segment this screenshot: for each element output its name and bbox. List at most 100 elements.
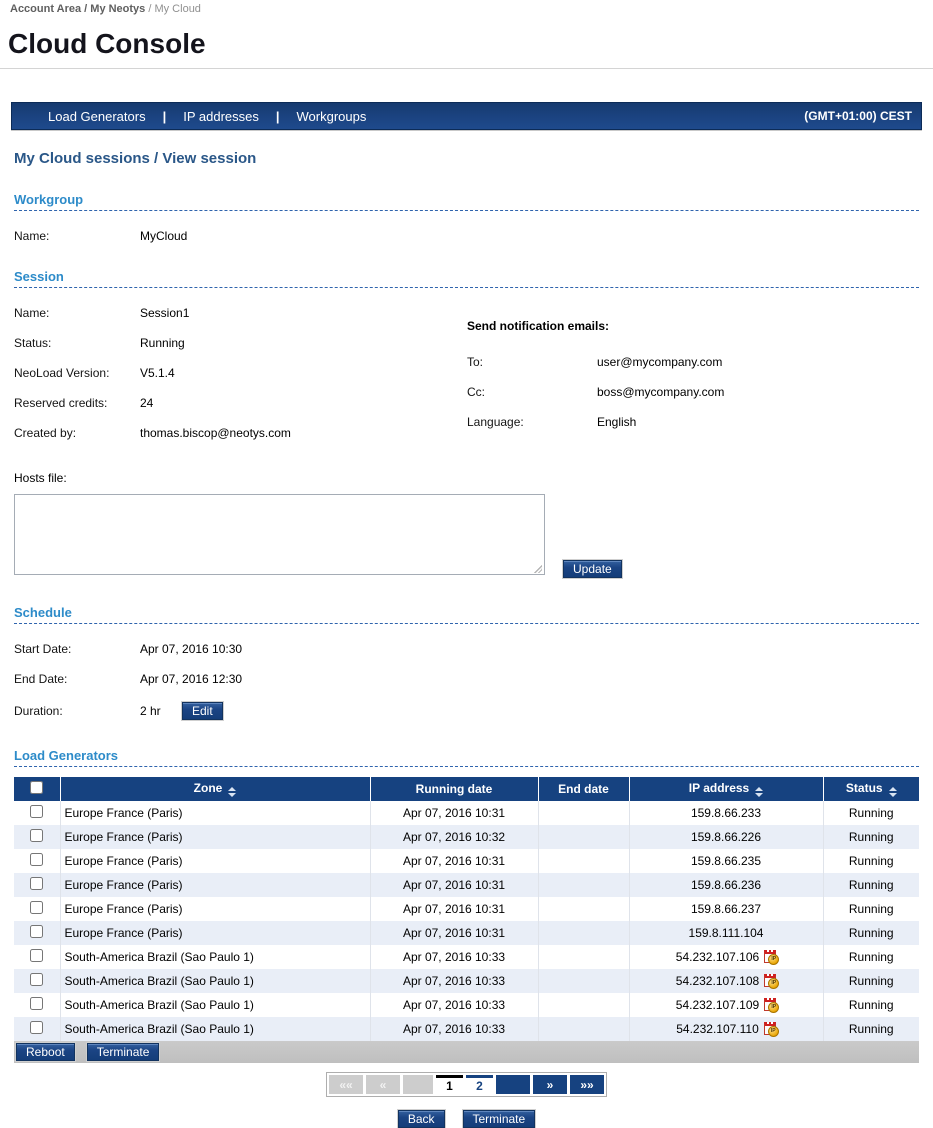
workgroup-name-row: Name: MyCloud: [14, 229, 919, 243]
hosts-file-textarea[interactable]: [14, 494, 545, 575]
column-header-running-date[interactable]: Running date: [369, 777, 538, 801]
row-checkbox[interactable]: [30, 949, 44, 962]
workgroup-heading: Workgroup: [14, 192, 919, 211]
cell-ip-address: 54.232.107.110: [628, 1017, 823, 1041]
column-header-ip-address[interactable]: IP address: [628, 777, 823, 801]
schedule-duration-row: Duration: 2 hr Edit: [14, 702, 919, 720]
cell-end-date: [537, 969, 629, 993]
duration-label: Duration:: [14, 704, 63, 718]
cell-status: Running: [822, 993, 919, 1017]
start-date-label: Start Date:: [14, 642, 72, 656]
cell-zone: Europe France (Paris): [59, 825, 370, 849]
row-checkbox-cell: [14, 945, 60, 969]
session-credits-label: Reserved credits:: [14, 396, 108, 410]
pagination-first[interactable]: ««: [329, 1075, 363, 1094]
pagination: «« « 1 2 » »»: [326, 1072, 607, 1097]
cell-running-date: Apr 07, 2016 10:31: [369, 873, 538, 897]
cell-status: Running: [822, 897, 919, 921]
select-all-header: [14, 777, 60, 801]
cell-ip-address: 159.8.66.236: [628, 873, 823, 897]
nav-item-load-generators[interactable]: Load Generators: [48, 108, 146, 124]
row-checkbox[interactable]: [30, 925, 44, 938]
cell-zone: Europe France (Paris): [59, 921, 370, 945]
nav-separator: |: [162, 108, 167, 124]
reserved-ip-icon: [764, 950, 780, 965]
column-header-zone[interactable]: Zone: [59, 777, 370, 801]
row-checkbox-cell: [14, 849, 60, 873]
breadcrumb-current: / My Cloud: [145, 3, 201, 15]
hosts-file-wrap: [14, 494, 545, 578]
table-row: South-America Brazil (Sao Paulo 1) Apr 07…: [14, 993, 919, 1017]
workgroup-name-value: MyCloud: [140, 229, 188, 243]
column-label: IP address: [688, 781, 750, 795]
view-session-title: My Cloud sessions / View session: [14, 150, 257, 167]
cell-status: Running: [822, 945, 919, 969]
column-header-end-date[interactable]: End date: [537, 777, 629, 801]
cell-running-date: Apr 07, 2016 10:31: [369, 897, 538, 921]
cell-status: Running: [822, 849, 919, 873]
select-all-checkbox[interactable]: [30, 781, 44, 794]
session-status-label: Status:: [14, 336, 52, 350]
row-checkbox[interactable]: [30, 829, 44, 842]
nav-item-workgroups[interactable]: Workgroups: [296, 108, 367, 124]
row-checkbox[interactable]: [30, 853, 44, 866]
session-status-value: Running: [140, 336, 185, 350]
row-checkbox-cell: [14, 969, 60, 993]
row-checkbox[interactable]: [30, 877, 44, 890]
session-credits-row: Reserved credits: 24: [14, 396, 919, 410]
terminate-selected-button[interactable]: Terminate: [86, 1043, 160, 1061]
end-date-value: Apr 07, 2016 12:30: [140, 672, 243, 686]
lg-table-body: Europe France (Paris) Apr 07, 2016 10:31 1…: [14, 801, 919, 1041]
sort-icon[interactable]: [888, 787, 897, 797]
table-footer-bar: Reboot Terminate: [14, 1041, 919, 1063]
row-checkbox-cell: [14, 993, 60, 1017]
back-button[interactable]: Back: [397, 1110, 445, 1128]
cell-ip-address: 54.232.107.109: [628, 993, 823, 1017]
row-checkbox[interactable]: [30, 901, 44, 914]
table-row: Europe France (Paris) Apr 07, 2016 10:31 1…: [14, 873, 919, 897]
terminate-session-button[interactable]: Terminate: [462, 1110, 536, 1128]
session-version-label: NeoLoad Version:: [14, 366, 110, 380]
nav-item-ip-addresses[interactable]: IP addresses: [183, 108, 259, 124]
notif-language-row: Language: English: [467, 415, 897, 429]
session-name-label: Name:: [14, 306, 50, 320]
pagination-page-2[interactable]: 2: [466, 1075, 493, 1094]
reboot-button[interactable]: Reboot: [16, 1043, 75, 1061]
table-row: Europe France (Paris) Apr 07, 2016 10:31 1…: [14, 921, 919, 945]
row-checkbox-cell: [14, 1017, 60, 1041]
reserved-ip-icon: [763, 1022, 779, 1037]
column-header-status[interactable]: Status: [822, 777, 919, 801]
timezone-label: (GMT+01:00) CEST: [804, 109, 912, 123]
pagination-prev[interactable]: «: [366, 1075, 400, 1094]
cell-zone: South-America Brazil (Sao Paulo 1): [59, 945, 370, 969]
row-checkbox[interactable]: [30, 973, 44, 986]
row-checkbox[interactable]: [30, 805, 44, 818]
main-content: My Cloud sessions / View session Workgro…: [14, 150, 919, 1128]
sort-icon[interactable]: [755, 787, 764, 797]
start-date-value: Apr 07, 2016 10:30: [140, 642, 243, 656]
schedule-start-row: Start Date: Apr 07, 2016 10:30: [14, 642, 919, 656]
row-checkbox-cell: [14, 897, 60, 921]
cell-end-date: [537, 873, 629, 897]
pagination-spacer: [496, 1075, 530, 1094]
session-version-value: V5.1.4: [140, 366, 175, 380]
session-heading: Session: [14, 269, 919, 288]
cell-end-date: [537, 945, 629, 969]
cell-ip-address: 159.8.66.235: [628, 849, 823, 873]
update-button[interactable]: Update: [563, 560, 622, 578]
notif-to-label: To:: [467, 355, 484, 369]
cell-running-date: Apr 07, 2016 10:33: [369, 1017, 538, 1041]
cell-status: Running: [822, 825, 919, 849]
table-row: South-America Brazil (Sao Paulo 1) Apr 07…: [14, 945, 919, 969]
edit-button[interactable]: Edit: [182, 702, 223, 720]
session-status-row: Status: Running: [14, 336, 919, 350]
pagination-page-1[interactable]: 1: [436, 1075, 463, 1094]
title-divider: [0, 68, 933, 69]
pagination-last[interactable]: »»: [570, 1075, 604, 1094]
session-name-row: Name: Session1: [14, 306, 919, 320]
table-header-row: Zone Running date End date IP address St…: [14, 777, 919, 801]
sort-icon[interactable]: [228, 787, 237, 797]
pagination-next[interactable]: »: [533, 1075, 567, 1094]
row-checkbox[interactable]: [30, 997, 44, 1010]
row-checkbox[interactable]: [30, 1021, 44, 1034]
